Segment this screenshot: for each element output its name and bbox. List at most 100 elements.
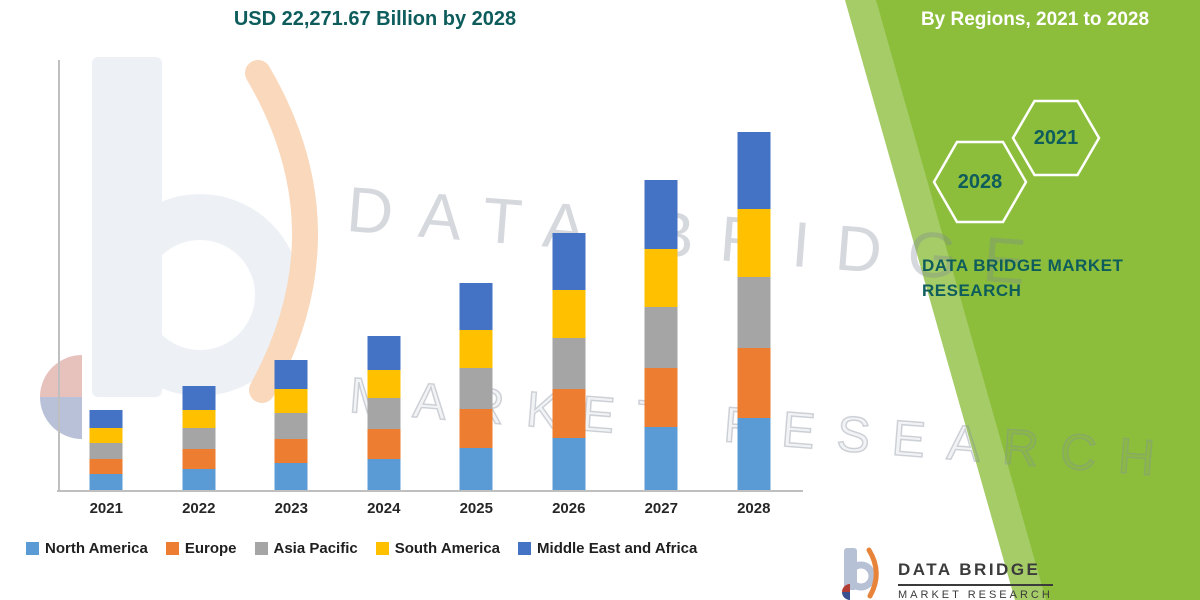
bar-segment-2024 bbox=[367, 370, 401, 399]
legend-swatch-icon bbox=[26, 542, 39, 555]
footer-logo: DATA BRIDGE MARKET RESEARCH bbox=[838, 546, 1053, 600]
legend-label: South America bbox=[394, 540, 501, 557]
panel-brand-line2: RESEARCH bbox=[922, 281, 1022, 300]
hexagon-2028-outline bbox=[932, 140, 1028, 224]
bar-segment-2025 bbox=[459, 408, 493, 449]
bar-segment-2028 bbox=[737, 417, 771, 490]
bar-segment-2023 bbox=[274, 412, 308, 439]
bar-segment-2025 bbox=[459, 329, 493, 368]
legend-swatch-icon bbox=[254, 542, 268, 555]
bar-segment-2026 bbox=[552, 290, 586, 338]
x-axis-label-2021: 2021 bbox=[89, 500, 123, 517]
bar-segment-2028 bbox=[737, 348, 771, 418]
stacked-bar-2027 bbox=[644, 180, 678, 490]
bar-cell-2028: 2028 bbox=[708, 62, 801, 517]
bar-cell-2027: 2027 bbox=[615, 62, 708, 517]
bar-segment-2021 bbox=[89, 473, 123, 490]
x-axis-label-2023: 2023 bbox=[274, 500, 308, 517]
x-axis-label-2028: 2028 bbox=[737, 500, 771, 517]
bar-segment-2021 bbox=[89, 428, 123, 443]
legend-label: North America bbox=[45, 540, 148, 557]
x-axis-label-2024: 2024 bbox=[367, 500, 401, 517]
bars-row: 2021 2022 2023 2024 2025 2026 2027 2028 bbox=[60, 62, 801, 517]
brand-logo-watermark-icon bbox=[40, 57, 318, 439]
bar-cell-2021: 2021 bbox=[60, 62, 153, 517]
legend-item: North America bbox=[26, 540, 148, 557]
legend: North America Europe Asia Pacific South Ame… bbox=[26, 540, 697, 557]
legend-swatch-icon bbox=[165, 542, 179, 555]
legend-item: Europe bbox=[165, 540, 237, 557]
panel-brand-line1: DATA BRIDGE MARKET bbox=[922, 256, 1124, 275]
bar-segment-2026 bbox=[552, 337, 586, 389]
footer-brand-subtitle: MARKET RESEARCH bbox=[898, 584, 1053, 600]
bar-segment-2021 bbox=[89, 442, 123, 459]
bar-segment-2022 bbox=[182, 448, 216, 470]
bar-segment-2027 bbox=[644, 427, 678, 490]
green-panel-shape bbox=[845, 0, 1200, 600]
footer-logo-icon bbox=[842, 547, 879, 600]
green-panel-stripe bbox=[845, 0, 1046, 600]
hexagon-year-2028: 2028 bbox=[957, 171, 1003, 193]
bar-segment-2024 bbox=[367, 335, 401, 371]
x-axis-label-2026: 2026 bbox=[552, 500, 586, 517]
hexagon-2021-outline bbox=[1011, 99, 1101, 177]
panel-heading: By Regions, 2021 to 2028 bbox=[920, 9, 1150, 30]
bar-segment-2028 bbox=[737, 131, 771, 210]
y-axis-line bbox=[58, 60, 60, 491]
hexagon-year-2021: 2021 bbox=[1033, 127, 1079, 149]
stacked-bar-2028 bbox=[737, 131, 771, 490]
bar-segment-2024 bbox=[367, 398, 401, 429]
bar-segment-2026 bbox=[552, 388, 586, 438]
bar-cell-2026: 2026 bbox=[523, 62, 616, 517]
stacked-bar-2025 bbox=[459, 283, 493, 490]
bar-segment-2023 bbox=[274, 360, 308, 390]
legend-label: Middle East and Africa bbox=[537, 540, 698, 557]
footer-brand-text: DATA BRIDGE MARKET RESEARCH bbox=[898, 546, 1053, 600]
bar-segment-2022 bbox=[182, 428, 216, 449]
bar-segment-2023 bbox=[274, 463, 308, 490]
bar-segment-2024 bbox=[367, 458, 401, 490]
bar-cell-2025: 2025 bbox=[430, 62, 523, 517]
stacked-bar-2021 bbox=[89, 410, 123, 490]
bar-segment-2025 bbox=[459, 283, 493, 330]
bar-segment-2022 bbox=[182, 469, 216, 490]
legend-swatch-icon bbox=[375, 542, 389, 555]
legend-item: Middle East and Africa bbox=[518, 540, 697, 557]
bar-cell-2022: 2022 bbox=[153, 62, 246, 517]
stacked-bar-2023 bbox=[274, 360, 308, 490]
bar-segment-2024 bbox=[367, 428, 401, 459]
bar-segment-2026 bbox=[552, 232, 586, 291]
legend-label: Asia Pacific bbox=[273, 540, 358, 557]
footer-brand-name: DATA BRIDGE bbox=[898, 560, 1041, 579]
bar-segment-2023 bbox=[274, 389, 308, 413]
bar-segment-2022 bbox=[182, 409, 216, 429]
bar-segment-2021 bbox=[89, 458, 123, 474]
bar-segment-2028 bbox=[737, 276, 771, 349]
stacked-bar-2024 bbox=[367, 335, 401, 490]
legend-label: Europe bbox=[184, 540, 237, 557]
bar-segment-2022 bbox=[182, 386, 216, 410]
stacked-bar-2026 bbox=[552, 232, 586, 490]
stacked-bar-2022 bbox=[182, 386, 216, 490]
bar-segment-2025 bbox=[459, 367, 493, 409]
panel-brand-text: DATA BRIDGE MARKET RESEARCH bbox=[922, 253, 1123, 303]
bar-segment-2023 bbox=[274, 438, 308, 464]
bar-segment-2026 bbox=[552, 437, 586, 490]
bar-cell-2023: 2023 bbox=[245, 62, 338, 517]
bar-segment-2021 bbox=[89, 410, 123, 429]
bar-segment-2028 bbox=[737, 209, 771, 277]
legend-swatch-icon bbox=[518, 542, 532, 555]
legend-item: Asia Pacific bbox=[254, 540, 358, 557]
bar-segment-2027 bbox=[644, 306, 678, 368]
bar-cell-2024: 2024 bbox=[338, 62, 431, 517]
chart-title: USD 22,271.67 Billion by 2028 bbox=[233, 8, 517, 30]
x-axis-label-2022: 2022 bbox=[182, 500, 216, 517]
x-axis-line bbox=[57, 490, 803, 492]
bar-segment-2027 bbox=[644, 180, 678, 250]
legend-item: South America bbox=[375, 540, 501, 557]
bar-segment-2025 bbox=[459, 448, 493, 490]
x-axis-label-2027: 2027 bbox=[644, 500, 678, 517]
